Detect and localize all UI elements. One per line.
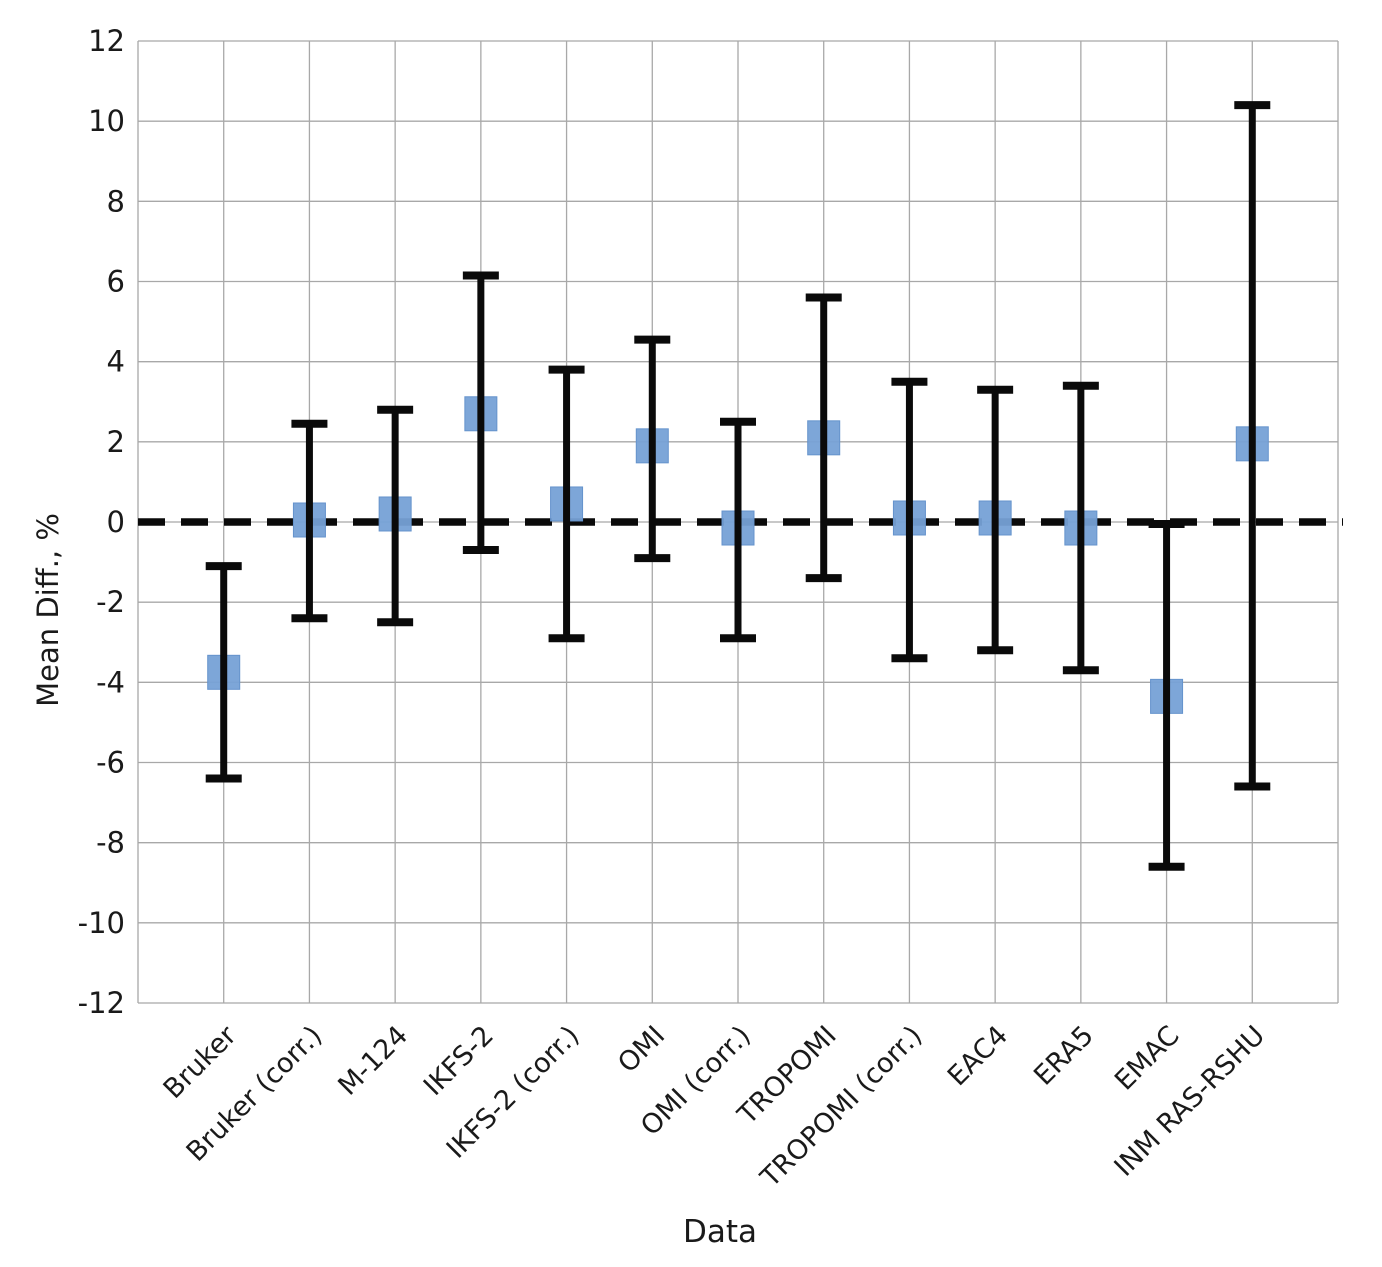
y-tick-label: 6 — [107, 265, 125, 299]
x-axis-title: Data — [683, 1214, 757, 1250]
y-tick-label: 4 — [107, 345, 125, 379]
y-tick-label: 2 — [107, 425, 125, 459]
y-tick-label: -2 — [96, 585, 125, 619]
y-tick-label: 8 — [107, 184, 125, 218]
y-tick-label: -4 — [96, 665, 125, 699]
y-tick-label: -8 — [96, 826, 125, 860]
y-tick-label: -6 — [96, 746, 125, 780]
y-tick-label: 12 — [88, 24, 125, 58]
y-tick-label: 0 — [107, 505, 125, 539]
y-tick-label: 10 — [88, 104, 125, 138]
y-tick-label: -12 — [78, 986, 125, 1020]
y-axis-title: Mean Diff., % — [31, 513, 65, 707]
y-tick-label: -10 — [78, 906, 125, 940]
